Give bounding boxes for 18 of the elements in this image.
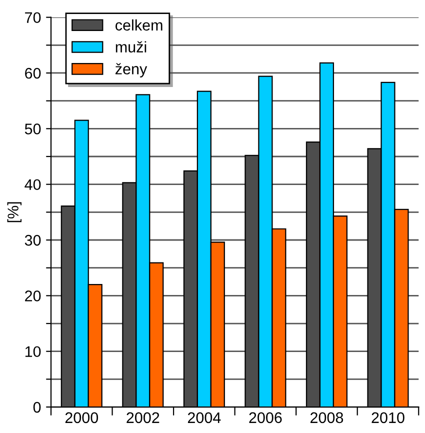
y-axis-title: [%] [7, 202, 22, 222]
x-tick-label: 2008 [310, 412, 344, 424]
legend-label: ženy [116, 63, 148, 78]
y-tick-label: 10 [25, 346, 41, 358]
y-tick-label: 40 [24, 179, 41, 190]
x-tick-label: 2006 [249, 412, 282, 424]
legend-label: muži [116, 41, 146, 52]
y-tick-label: 0 [33, 402, 41, 413]
y-tick-label: 20 [25, 290, 41, 302]
y-tick-label: 30 [24, 234, 41, 246]
x-tick-label: 2004 [188, 412, 221, 424]
x-tick-label: 2002 [126, 412, 160, 424]
x-tick-label: 2010 [372, 412, 404, 424]
y-tick-label: 50 [24, 124, 41, 134]
y-tick-label: 70 [25, 12, 41, 24]
legend-label: celkem [116, 19, 162, 31]
x-tick-label: 2000 [65, 412, 98, 424]
y-tick-label: 60 [25, 68, 41, 79]
